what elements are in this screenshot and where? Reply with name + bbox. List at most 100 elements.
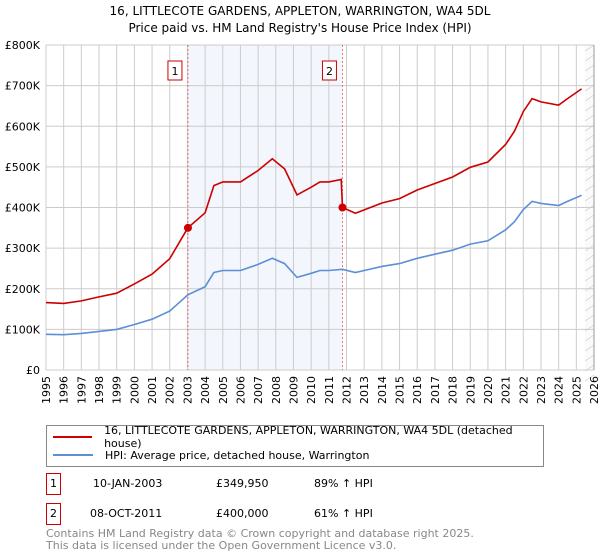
sale-point: [183, 223, 192, 232]
legend-label: 16, LITTLECOTE GARDENS, APPLETON, WARRIN…: [104, 424, 513, 450]
x-tick-label: 2019: [464, 376, 477, 404]
y-tick-label: £0: [26, 364, 40, 377]
sale-badge: 2: [46, 503, 61, 525]
chart-title: 16, LITTLECOTE GARDENS, APPLETON, WARRIN…: [110, 4, 491, 18]
hatch-line: [584, 224, 595, 232]
hatch-line: [584, 374, 595, 382]
x-tick-label: 2018: [447, 376, 460, 404]
sale-hpi: 61% ↑ HPI: [314, 507, 373, 520]
legend-swatch-red: [53, 436, 93, 438]
footer-line: Contains HM Land Registry data © Crown c…: [46, 527, 474, 540]
hatch-line: [584, 144, 595, 152]
x-tick-label: 2023: [535, 376, 548, 404]
x-tick-label: 2012: [341, 376, 354, 404]
hatch-line: [584, 164, 595, 172]
chart-subtitle: Price paid vs. HM Land Registry's House …: [128, 21, 471, 35]
hatch-line: [584, 284, 595, 292]
x-tick-label: 2025: [570, 376, 583, 404]
x-tick-label: 2003: [181, 376, 194, 404]
x-tick-label: 2002: [164, 376, 177, 404]
hatch-line: [584, 174, 595, 182]
x-tick-label: 2010: [305, 376, 318, 404]
hatch-line: [584, 54, 595, 62]
x-tick-label: 2017: [429, 376, 442, 404]
y-tick-label: £500K: [5, 161, 41, 174]
legend-item-property: 16, LITTLECOTE GARDENS, APPLETON, WARRIN…: [53, 424, 543, 450]
hatch-line: [584, 294, 595, 302]
x-tick-label: 2016: [411, 376, 424, 404]
footer: Contains HM Land Registry data © Crown c…: [46, 528, 474, 552]
hatch-line: [584, 114, 595, 122]
x-tick-label: 2000: [128, 376, 141, 404]
hatch-line: [584, 74, 595, 82]
hatch-line: [584, 324, 595, 332]
hatch-line: [584, 274, 595, 282]
x-tick-label: 1998: [93, 376, 106, 404]
x-tick-label: 2007: [252, 376, 265, 404]
sale-price: £400,000: [216, 507, 269, 520]
hatch-line: [584, 94, 595, 102]
legend: 16, LITTLECOTE GARDENS, APPLETON, WARRIN…: [46, 424, 544, 467]
x-tick-label: 2006: [234, 376, 247, 404]
hatch-line: [584, 194, 595, 202]
property-price-line: [45, 88, 583, 305]
hpi-line: [45, 194, 582, 336]
hatch-line: [584, 154, 595, 162]
hatch-line: [584, 184, 595, 192]
legend-swatch-blue: [53, 454, 93, 456]
hatch-line: [584, 314, 595, 322]
hatch-line: [584, 354, 595, 362]
x-tick-label: 2013: [358, 376, 371, 404]
sale-date: 10-JAN-2003: [93, 477, 163, 490]
x-tick-label: 2021: [500, 376, 513, 404]
legend-label: HPI: Average price, detached house, Warr…: [105, 448, 370, 462]
x-tick-label: 2015: [394, 376, 407, 404]
x-tick-label: 2011: [323, 376, 336, 404]
x-tick-label: 1997: [75, 376, 88, 404]
y-tick-label: £100K: [5, 323, 41, 336]
price-chart: 16, LITTLECOTE GARDENS, APPLETON, WARRIN…: [5, 4, 600, 404]
footer-line: This data is licensed under the Open Gov…: [46, 539, 397, 552]
sale-label-box: [167, 60, 183, 81]
hatch-line: [584, 334, 595, 342]
y-tick-label: £400K: [5, 202, 41, 215]
y-tick-label: £200K: [5, 283, 41, 296]
hatch-line: [584, 254, 595, 262]
y-tick-label: £800K: [5, 39, 41, 52]
y-tick-label: £700K: [5, 80, 41, 93]
hatch-line: [584, 264, 595, 272]
x-tick-label: 2004: [199, 376, 212, 404]
sale-date: 08-OCT-2011: [90, 507, 163, 520]
x-tick-label: 1996: [58, 376, 71, 404]
hatch-line: [584, 134, 595, 142]
x-tick-label: 2026: [588, 376, 600, 404]
x-tick-label: 2005: [217, 376, 230, 404]
y-tick-label: £600K: [5, 120, 41, 133]
x-tick-label: 1999: [111, 376, 124, 404]
x-tick-label: 2022: [517, 376, 530, 404]
y-tick-label: £300K: [5, 242, 41, 255]
x-tick-label: 2008: [270, 376, 283, 404]
sale-label: 1: [171, 65, 178, 78]
hatch-line: [584, 64, 595, 72]
x-tick-label: 2001: [146, 376, 159, 404]
hatch-line: [584, 234, 595, 242]
hatch-line: [584, 344, 595, 352]
hatch-line: [584, 304, 595, 312]
x-tick-label: 1995: [40, 376, 53, 404]
sale-badge: 1: [46, 473, 61, 495]
sale-label-box: [321, 60, 337, 81]
x-tick-label: 2024: [553, 376, 566, 404]
x-tick-label: 2014: [376, 376, 389, 404]
hatch-line: [584, 214, 595, 222]
hatch-line: [584, 44, 595, 52]
x-tick-label: 2009: [287, 376, 300, 404]
legend-item-hpi: HPI: Average price, detached house, Warr…: [53, 447, 369, 463]
x-tick-label: 2020: [482, 376, 495, 404]
sale-point: [338, 203, 347, 212]
sale-hpi: 89% ↑ HPI: [314, 477, 373, 490]
sale-price: £349,950: [216, 477, 269, 490]
sale-label: 2: [326, 65, 333, 78]
hatch-line: [584, 104, 595, 112]
